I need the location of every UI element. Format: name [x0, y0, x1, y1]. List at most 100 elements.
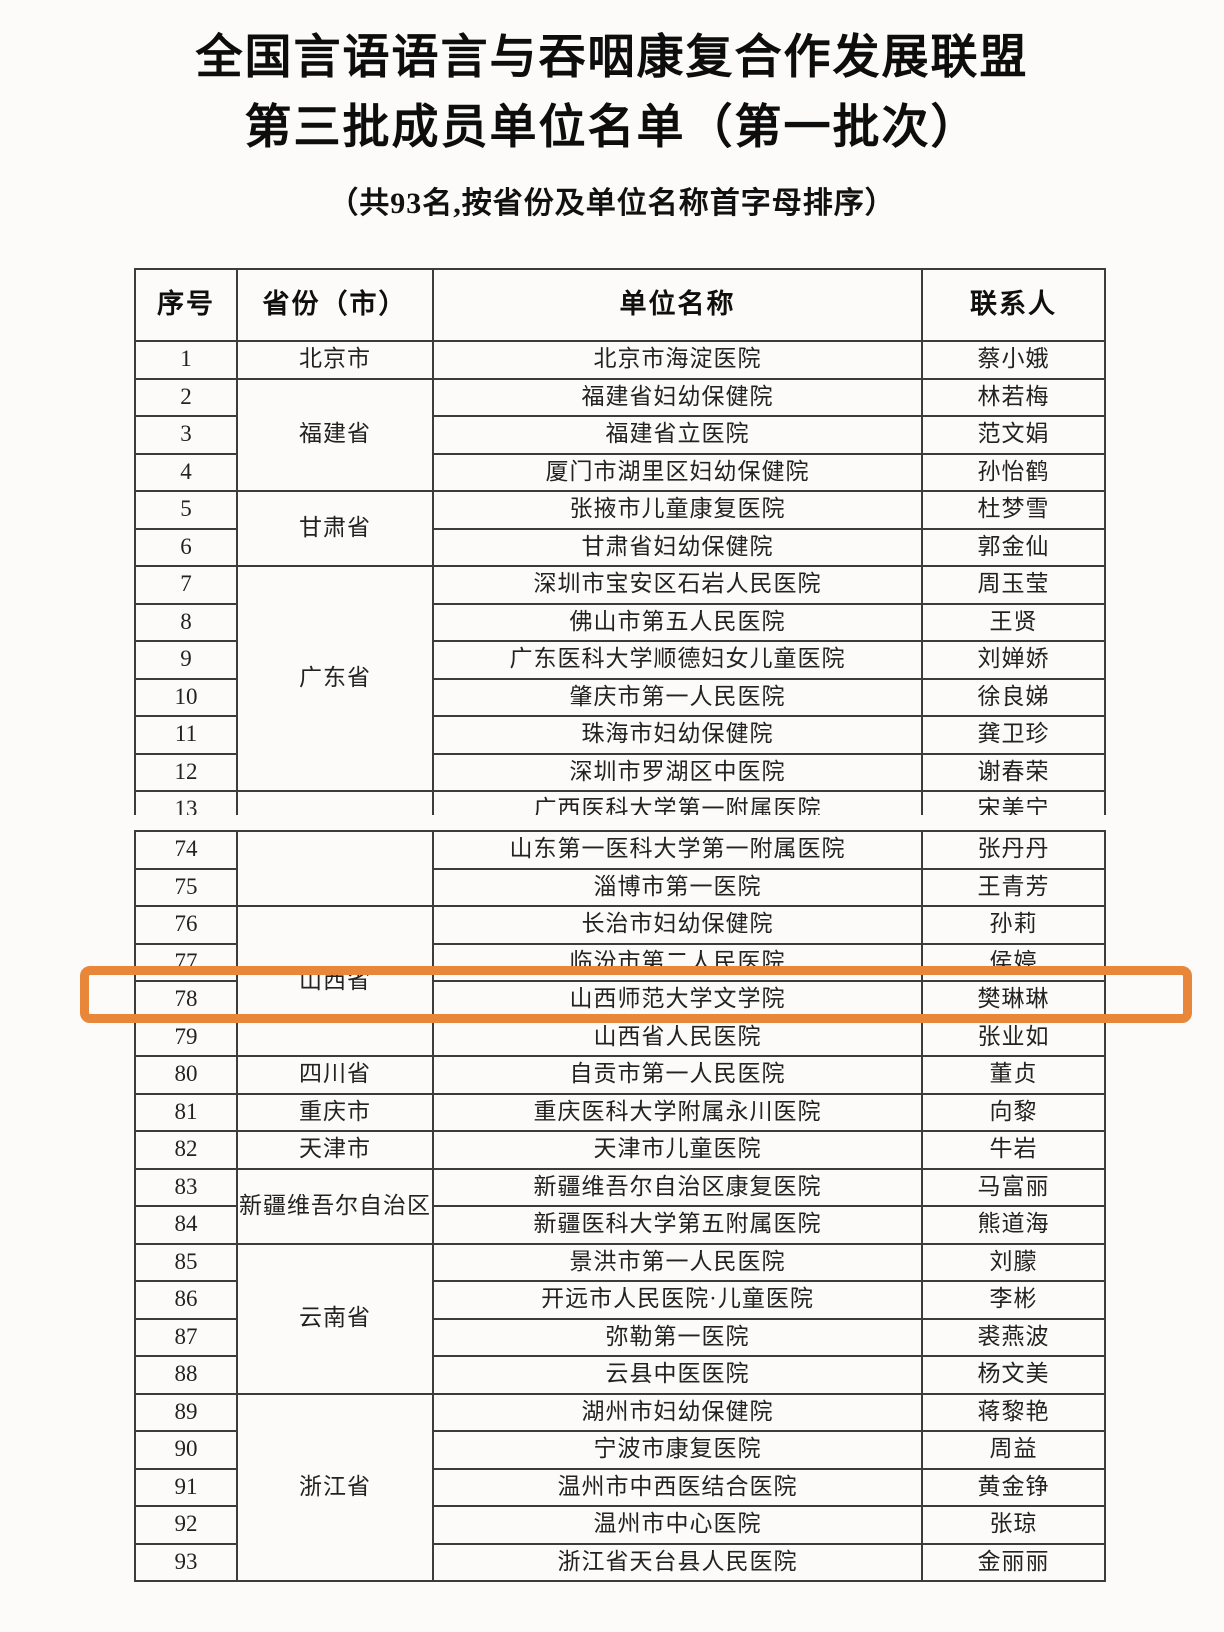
row-number-cell: 12 [134, 752, 238, 792]
row-number-cell: 4 [134, 452, 238, 492]
contact-cell: 熊道海 [921, 1205, 1106, 1245]
row-number-cell: 9 [134, 640, 238, 680]
table-row: 6 甘肃省妇幼保健院 郭金仙 [134, 527, 1106, 567]
table-row: 89 浙江省 湖州市妇幼保健院 蒋黎艳 [134, 1392, 1106, 1582]
province-cell: 重庆市 [236, 1092, 434, 1132]
contact-cell: 周益 [921, 1430, 1106, 1470]
contact-cell: 林若梅 [921, 377, 1106, 417]
contact-cell: 蒋黎艳 [921, 1392, 1106, 1432]
province-cell: 浙江省 [236, 1392, 434, 1582]
contact-cell: 李彬 [921, 1280, 1106, 1320]
row-number-cell: 74 [134, 830, 238, 870]
unit-cell: 深圳市罗湖区中医院 [432, 752, 923, 792]
contact-cell: 周玉莹 [921, 565, 1106, 605]
row-number-cell: 88 [134, 1355, 238, 1395]
row-number-cell: 5 [134, 490, 238, 530]
row-number-cell: 90 [134, 1430, 238, 1470]
province-cell: 甘肃省 [236, 490, 434, 567]
province-cell: 四川省 [236, 1055, 434, 1095]
unit-cell: 天津市儿童医院 [432, 1130, 923, 1170]
row-number-cell: 13 [134, 790, 238, 815]
unit-cell: 开远市人民医院·儿童医院 [432, 1280, 923, 1320]
unit-cell: 北京市海淀医院 [432, 340, 923, 380]
row-number-cell: 92 [134, 1505, 238, 1545]
unit-cell: 临汾市第二人民医院 [432, 942, 923, 982]
unit-cell: 浙江省天台县人民医院 [432, 1542, 923, 1582]
contact-cell: 张琼 [921, 1505, 1106, 1545]
unit-cell: 自贡市第一人民医院 [432, 1055, 923, 1095]
table-row: 88 云县中医医院 杨文美 [134, 1355, 1106, 1395]
province-cell: 福建省 [236, 377, 434, 492]
row-number-cell: 91 [134, 1467, 238, 1507]
row-number-cell: 80 [134, 1055, 238, 1095]
contact-cell: 刘婵娇 [921, 640, 1106, 680]
contact-cell: 郭金仙 [921, 527, 1106, 567]
unit-cell: 肇庆市第一人民医院 [432, 677, 923, 717]
contact-cell: 黄金铮 [921, 1467, 1106, 1507]
table-row: 84 新疆医科大学第五附属医院 熊道海 [134, 1205, 1106, 1245]
contact-cell: 蔡小娥 [921, 340, 1106, 380]
unit-cell: 厦门市湖里区妇幼保健院 [432, 452, 923, 492]
province-cell: 广东省 [236, 565, 434, 792]
page-title-line-1: 全国言语语言与吞咽康复合作发展联盟 [195, 30, 1029, 83]
member-table-section-2: 74 山东第一医科大学第一附属医院 张丹丹 75 淄博市第一医院 王青芳 76 … [134, 830, 1106, 1582]
row-number-cell: 75 [134, 867, 238, 907]
table-row: 12 深圳市罗湖区中医院 谢春荣 [134, 752, 1106, 792]
contact-cell: 樊琳琳 [921, 980, 1106, 1020]
header-cell-unit: 单位名称 [432, 268, 923, 342]
contact-cell: 范文娟 [921, 415, 1106, 455]
unit-cell: 温州市中心医院 [432, 1505, 923, 1545]
unit-cell: 广西医科大学第一附属医院 [432, 790, 923, 815]
row-number-cell: 85 [134, 1242, 238, 1282]
row-number-cell: 83 [134, 1167, 238, 1207]
table-row: 83 新疆维吾尔自治区 新疆维吾尔自治区康复医院 马富丽 [134, 1167, 1106, 1245]
row-number-cell: 79 [134, 1017, 238, 1057]
row-number-cell: 2 [134, 377, 238, 417]
row-number-cell: 7 [134, 565, 238, 605]
table-row: 7 广东省 深圳市宝安区石岩人民医院 周玉莹 [134, 565, 1106, 792]
contact-cell: 向黎 [921, 1092, 1106, 1132]
header-cell-index: 序号 [134, 268, 238, 342]
row-number-cell: 1 [134, 340, 238, 380]
province-cell: 天津市 [236, 1130, 434, 1170]
row-number-cell: 3 [134, 415, 238, 455]
contact-cell: 金丽丽 [921, 1542, 1106, 1582]
page-subtitle: （共93名,按省份及单位名称首字母排序） [328, 187, 896, 220]
contact-cell: 杜梦雪 [921, 490, 1106, 530]
unit-cell: 甘肃省妇幼保健院 [432, 527, 923, 567]
table-row: 93 浙江省天台县人民医院 金丽丽 [134, 1542, 1106, 1582]
table-row: 86 开远市人民医院·儿童医院 李彬 [134, 1280, 1106, 1320]
unit-cell: 福建省立医院 [432, 415, 923, 455]
table-row: 75 淄博市第一医院 王青芳 [134, 867, 1106, 907]
row-number-cell: 10 [134, 677, 238, 717]
province-cell: 云南省 [236, 1242, 434, 1395]
unit-cell: 重庆医科大学附属永川医院 [432, 1092, 923, 1132]
contact-cell: 侯婷 [921, 942, 1106, 982]
table-row: 80 四川省 自贡市第一人民医院 董贞 [134, 1055, 1106, 1095]
table-row: 81 重庆市 重庆医科大学附属永川医院 向黎 [134, 1092, 1106, 1132]
page-title-line-2: 第三批成员单位名单（第一批次） [244, 100, 980, 153]
unit-cell: 淄博市第一医院 [432, 867, 923, 907]
row-number-cell: 93 [134, 1542, 238, 1582]
contact-cell: 杨文美 [921, 1355, 1106, 1395]
table-row: 1 北京市 北京市海淀医院 蔡小娥 [134, 340, 1106, 380]
contact-cell: 裘燕波 [921, 1317, 1106, 1357]
unit-cell: 广东医科大学顺德妇女儿童医院 [432, 640, 923, 680]
table-row: 10 肇庆市第一人民医院 徐良娣 [134, 677, 1106, 717]
province-cell: 北京市 [236, 340, 434, 380]
row-number-cell: 8 [134, 602, 238, 642]
table-row: 87 弥勒第一医院 裘燕波 [134, 1317, 1106, 1357]
row-number-cell: 84 [134, 1205, 238, 1245]
unit-cell: 深圳市宝安区石岩人民医院 [432, 565, 923, 605]
table-row: 9 广东医科大学顺德妇女儿童医院 刘婵娇 [134, 640, 1106, 680]
table-row: 74 山东第一医科大学第一附属医院 张丹丹 [134, 830, 1106, 907]
unit-cell: 福建省妇幼保健院 [432, 377, 923, 417]
table-row: 3 福建省立医院 范文娟 [134, 415, 1106, 455]
table-row: 4 厦门市湖里区妇幼保健院 孙怡鹤 [134, 452, 1106, 492]
contact-cell: 张丹丹 [921, 830, 1106, 870]
contact-cell: 宋美宁 [921, 790, 1106, 815]
table-row: 5 甘肃省 张掖市儿童康复医院 杜梦雪 [134, 490, 1106, 567]
table-row: 85 云南省 景洪市第一人民医院 刘朦 [134, 1242, 1106, 1395]
row-number-cell: 78 [134, 980, 238, 1020]
table-row: 8 佛山市第五人民医院 王贤 [134, 602, 1106, 642]
